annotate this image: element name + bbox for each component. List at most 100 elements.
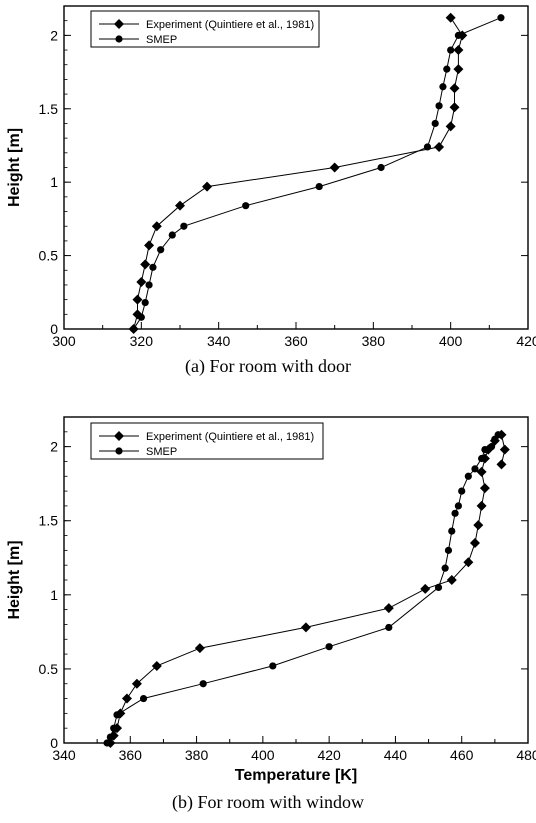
chartb-series-1-point [131,678,142,689]
charta-y-axis-label: Height [m] [6,128,23,207]
chartb-series-2-point [434,583,443,592]
charta-series-1-point [202,181,213,192]
charta-series-2-point [137,313,145,321]
chartb-x-tick-label: 340 [52,747,76,763]
charta-series-1-point [445,121,456,132]
charta-series-1-line [133,17,463,330]
charta-series-1-point [140,259,151,270]
charta-series-1-point [175,200,185,211]
chartb-series-1-point [473,520,484,531]
chartb-legend-marker-2 [115,447,123,455]
charta-series-1-point [434,141,445,152]
charta-series-2-line [133,17,502,330]
chart-room-with-window: 340 360 380 400 420 440 460 480 0 0.5 1 1.5 2 Tempera… [6,416,536,784]
chart-room-with-door: 30032034036038040042000.511.52Temperatur… [6,5,536,349]
chartb-series-1-point [476,466,487,477]
charta-series-2-point [242,202,250,210]
charta-series-1-point [445,12,456,23]
chartb-series-2-point [199,680,207,688]
chartb-series-2-point [481,446,489,454]
charta-series-2-point [423,143,432,151]
charta-series-2-point [157,246,165,254]
charta-series-2-point [180,222,188,230]
charta-series-2-point [377,163,385,172]
charta-series-1-point [132,294,143,305]
chartb-series-2-point [458,487,466,495]
charta-legend-label-1: Experiment (Quintiere et al., 1981) [146,19,314,31]
charta-legend-box [90,10,320,48]
chartb-series-2-point [139,694,148,703]
chartb-legend-box [90,422,324,460]
charta-series-2-point [130,325,138,333]
charta-series-1-point [136,277,147,288]
charta-series-1-point [453,64,464,75]
chartb-series-1-point [194,643,205,654]
chartb-series-2-point [478,454,486,463]
chartb-series-2-point [113,711,121,719]
chartb-series-1-point [108,730,119,741]
chartb-series-2-point [464,472,472,480]
charta-x-tick-label: 340 [207,333,231,349]
charta-legend-marker-2 [115,35,123,43]
charta-x-tick-label: 300 [52,333,76,349]
chartb-series-1-point [151,660,162,671]
charta-series-2-point [168,231,176,239]
chartb-series-1-point [479,483,490,494]
chartb-legend-marker-1 [114,431,124,441]
charta-series-2-point [497,14,505,22]
chartb-series-1-point [420,583,431,594]
charta-y-tick-label: 0 [50,321,58,337]
chartb-y-tick-label: 1.5 [39,513,59,529]
charta-series-1-point [151,221,162,232]
chartb-plot-frame [63,416,529,744]
charta-series-2-point [439,83,447,91]
chartb-series-1-point [499,444,510,455]
charta-y-tick-label: 1.5 [39,101,59,117]
chartb-series-2-point [269,662,277,670]
chartb-series-1-point [476,500,487,511]
chartb-series-2-point [494,431,502,439]
charta-x-tick-label: 360 [284,333,308,349]
charta-series-1-point [453,45,464,56]
chartb-series-1-point [469,537,480,548]
caption-room-with-door: (a) For room with door [185,356,351,376]
chartb-series-2-point [451,509,459,517]
chartb-series-2-point [103,739,111,747]
chartb-series-2-point [448,527,456,535]
chartb-x-tick-label: 420 [317,747,341,763]
charta-series-1-point [449,102,460,113]
caption-room-with-window: (b) For room with window [172,792,364,812]
chartb-series-2-point [110,724,118,732]
chartb-series-1-line [109,433,506,744]
chartb-series-1-point [463,557,474,568]
charta-series-2-point [431,119,439,128]
chartb-series-2-point [325,643,333,651]
chartb-x-tick-label: 440 [384,747,408,763]
chartb-legend-label-2: SMEP [146,446,177,458]
charta-y-tick-label: 0.5 [39,248,59,264]
chartb-x-tick-label: 400 [251,747,275,763]
chartb-x-tick-label: 360 [119,747,143,763]
chartb-x-tick-label: 380 [185,747,209,763]
charta-y-tick-label: 1 [50,174,58,190]
chartb-series-2-point [444,546,453,554]
chartb-y-tick-label: 1 [50,587,58,603]
charta-series-2-point [447,46,455,54]
chartb-series-1-point [121,693,132,704]
charta-y-tick-label: 2 [50,27,58,43]
charta-series-2-point [145,281,153,289]
chartb-series-2-point [471,465,479,473]
charta-series-1-point [329,162,340,173]
chartb-series-2-point [106,733,114,741]
charta-legend-marker-1 [114,19,124,29]
charta-series-1-point [449,83,460,94]
chartb-series-1-point [446,575,457,585]
chartb-y-tick-label: 2 [50,439,58,455]
chartb-y-tick-label: 0 [50,735,58,751]
chartb-series-2-point [385,623,393,632]
charta-x-tick-label: 420 [516,333,536,349]
charta-x-tick-label: 380 [362,333,386,349]
charta-legend-label-2: SMEP [146,34,177,46]
chartb-series-1-point [300,622,311,633]
chartb-y-axis-label: Height [m] [6,540,23,619]
